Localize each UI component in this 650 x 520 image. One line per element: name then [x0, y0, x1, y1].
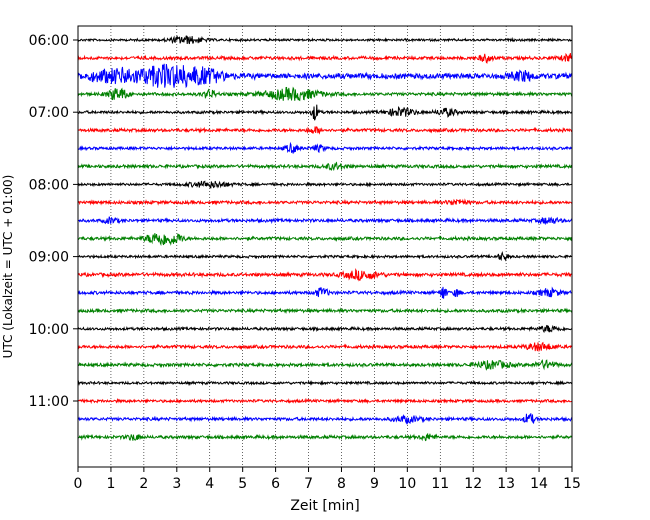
trace-0930 — [77, 286, 573, 299]
trace-0700 — [77, 104, 573, 121]
trace-1045 — [77, 379, 573, 387]
trace-0630 — [77, 63, 573, 89]
trace-0615 — [77, 52, 573, 64]
trace-0815 — [77, 198, 573, 206]
seismic-traces — [77, 35, 573, 442]
y-tick-label: 08:00 — [29, 177, 69, 193]
x-tick-label: 2 — [139, 476, 148, 492]
x-tick-label: 1 — [106, 476, 115, 492]
trace-0945 — [77, 307, 573, 315]
trace-0800 — [77, 180, 573, 189]
y-axis-ticks: 06:00 07:00 08:00 09:00 10:00 11:00 — [29, 33, 78, 410]
x-tick-label: 5 — [238, 476, 247, 492]
trace-0830 — [77, 216, 573, 226]
trace-1115 — [77, 413, 573, 426]
x-tick-label: 8 — [337, 476, 346, 492]
trace-1030 — [77, 359, 573, 371]
trace-0715 — [77, 125, 573, 135]
trace-0845 — [77, 233, 573, 247]
trace-0745 — [77, 161, 573, 172]
trace-0915 — [77, 268, 573, 282]
x-tick-label: 3 — [172, 476, 181, 492]
trace-1130 — [77, 433, 573, 442]
x-tick-label: 7 — [304, 476, 313, 492]
y-tick-label: 06:00 — [29, 33, 69, 49]
trace-1100 — [77, 397, 573, 405]
x-tick-label: 9 — [370, 476, 379, 492]
y-tick-label: 11:00 — [29, 394, 69, 410]
y-tick-label: 09:00 — [29, 250, 69, 266]
trace-1015 — [77, 341, 573, 353]
trace-0730 — [77, 141, 573, 154]
x-tick-label: 11 — [431, 476, 449, 492]
x-tick-label: 6 — [271, 476, 280, 492]
y-tick-label: 07:00 — [29, 105, 69, 121]
y-tick-label: 10:00 — [29, 322, 69, 338]
plot-frame — [77, 25, 573, 468]
x-axis-ticks: 0 1 2 3 4 5 6 7 8 9 10 11 12 13 14 15 — [74, 467, 581, 492]
trace-0900 — [77, 250, 573, 262]
x-tick-label: 13 — [497, 476, 515, 492]
x-tick-label: 12 — [464, 476, 482, 492]
y-axis-label: UTC (Lokalzeit = UTC + 01:00) — [1, 175, 15, 359]
trace-0600 — [77, 35, 573, 45]
x-tick-label: 4 — [205, 476, 214, 492]
x-tick-label: 14 — [530, 476, 548, 492]
x-tick-label: 10 — [398, 476, 416, 492]
x-axis-label: Zeit [min] — [290, 498, 359, 514]
trace-1000 — [77, 324, 573, 334]
x-tick-label: 0 — [74, 476, 83, 492]
x-tick-label: 15 — [563, 476, 581, 492]
trace-0645 — [77, 86, 573, 102]
